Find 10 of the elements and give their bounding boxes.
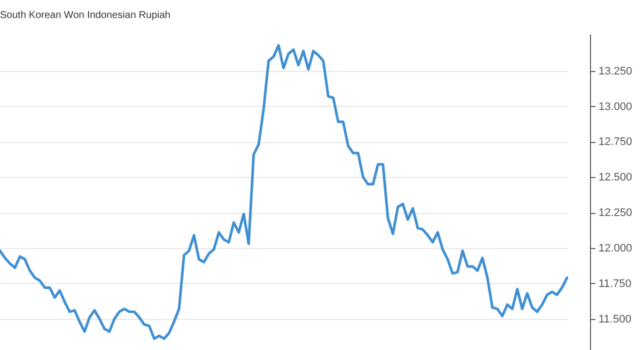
line-series (0, 44, 568, 340)
y-tick-label: 11.750 (598, 278, 632, 290)
y-tick-label: 12.500 (598, 172, 632, 184)
y-tick-label: 12.000 (598, 242, 632, 254)
y-tick-label: 12.750 (598, 136, 632, 148)
y-tick-label: 13.000 (598, 100, 632, 113)
y-tick-label: 11.500 (598, 313, 632, 326)
chart-title: South Korean Won Indonesian Rupiah (0, 10, 170, 21)
y-tick-label: 12.250 (598, 207, 632, 220)
y-tick-label: 13.250 (598, 65, 632, 78)
